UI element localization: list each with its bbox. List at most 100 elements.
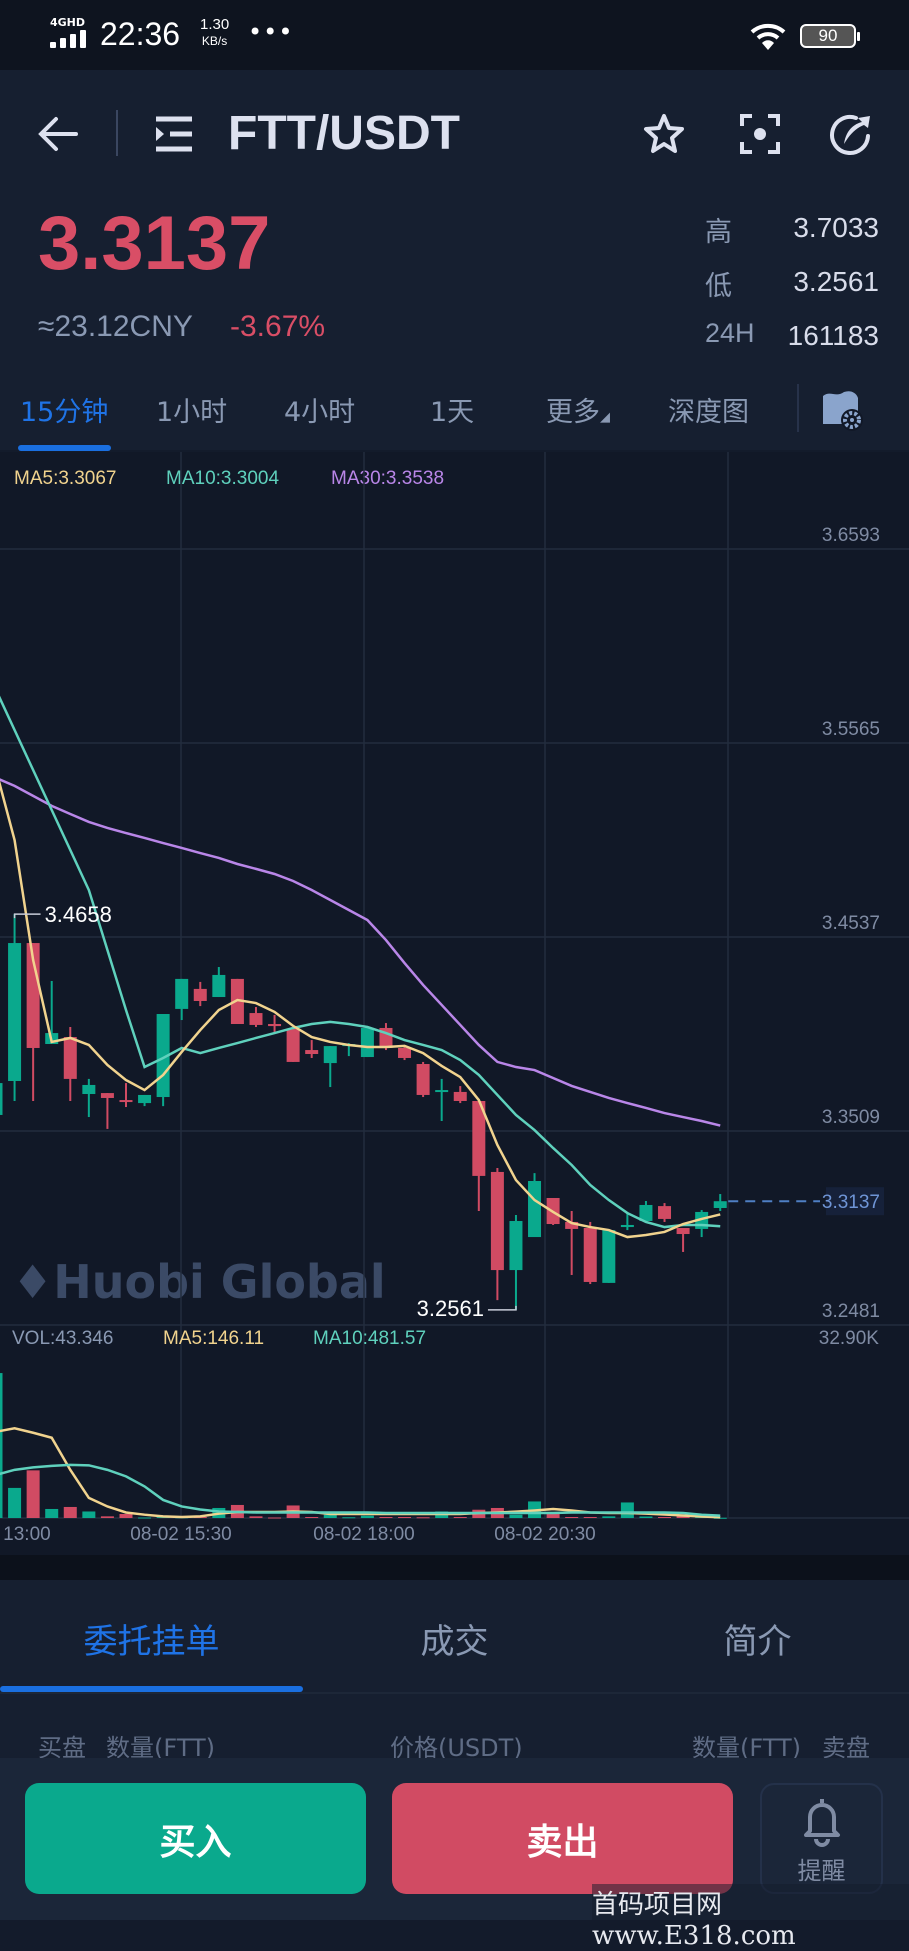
candle-body bbox=[658, 1206, 672, 1219]
volume-bar bbox=[676, 1515, 690, 1518]
tab-15min[interactable]: 15分钟 bbox=[20, 397, 109, 428]
candle bbox=[119, 1083, 133, 1108]
candle-body bbox=[305, 1050, 319, 1055]
price-change: -3.67% bbox=[230, 310, 326, 343]
candle bbox=[695, 1210, 709, 1238]
candle-body bbox=[435, 1090, 449, 1093]
candle bbox=[286, 1027, 300, 1062]
low-label: 低 bbox=[705, 271, 732, 302]
volume-bar bbox=[453, 1516, 467, 1518]
candle-body bbox=[620, 1224, 634, 1228]
volume-bar bbox=[509, 1514, 523, 1518]
cny-price: ≈23.12CNY bbox=[38, 310, 193, 343]
candle-body bbox=[676, 1227, 690, 1235]
candle bbox=[63, 1027, 77, 1101]
candle-body bbox=[212, 974, 226, 998]
volume-bar bbox=[45, 1508, 59, 1518]
volume-bar bbox=[119, 1513, 133, 1518]
pair-title[interactable]: FTT/USDT bbox=[228, 107, 460, 160]
bid-qty-header: 数量(FTT) bbox=[106, 1734, 216, 1762]
tab-more-label: 更多 bbox=[546, 397, 600, 428]
candle bbox=[676, 1227, 690, 1252]
volume-24h-label: 24H bbox=[705, 318, 755, 348]
tab-order-book[interactable]: 委托挂单 bbox=[83, 1622, 220, 1662]
x-tick-label: 08-02 20:30 bbox=[494, 1524, 595, 1545]
candle-body bbox=[193, 988, 207, 1001]
min-marker-line bbox=[487, 1305, 517, 1311]
triangle-down-icon: ◢ bbox=[600, 410, 610, 425]
volume-ma10-line bbox=[0, 1463, 721, 1517]
volume-bar bbox=[658, 1516, 672, 1518]
volume-bar bbox=[8, 1487, 22, 1518]
candle bbox=[435, 1078, 449, 1121]
y-tick-label: 3.2481 bbox=[822, 1301, 880, 1322]
low-value: 3.2561 bbox=[793, 266, 879, 297]
y-tick-label: 3.3509 bbox=[822, 1107, 880, 1128]
back-arrow-icon[interactable] bbox=[36, 114, 80, 154]
volume-bar bbox=[583, 1516, 597, 1518]
candle-body bbox=[175, 978, 189, 1009]
divider bbox=[797, 384, 799, 432]
max-marker-label: 3.4658 bbox=[45, 902, 112, 927]
candle-body bbox=[639, 1204, 653, 1222]
tab-more[interactable]: 更多◢ bbox=[546, 390, 610, 429]
volume-bar bbox=[138, 1517, 152, 1519]
divider bbox=[0, 1692, 909, 1694]
site-watermark: 首码项目网 www.E318.com bbox=[592, 1884, 909, 1951]
alert-label: 提醒 bbox=[797, 1857, 846, 1885]
menu-icon[interactable] bbox=[152, 114, 196, 154]
candle-body bbox=[713, 1201, 727, 1208]
candle bbox=[323, 1046, 337, 1088]
candle-body bbox=[453, 1091, 467, 1101]
candle bbox=[416, 1061, 430, 1098]
volume-bar bbox=[26, 1470, 40, 1518]
candle bbox=[472, 1100, 486, 1212]
volume-bar bbox=[249, 1516, 263, 1518]
volume-bar bbox=[268, 1517, 282, 1519]
share-icon[interactable] bbox=[826, 110, 874, 158]
ma30-legend: MA30:3.3538 bbox=[331, 468, 445, 489]
ask-qty-header: 数量(FTT) bbox=[692, 1734, 802, 1762]
screenshot-icon[interactable] bbox=[738, 112, 782, 156]
tab-4hour[interactable]: 4小时 bbox=[284, 397, 356, 428]
candle bbox=[100, 1093, 114, 1129]
ma5-line bbox=[0, 780, 721, 1239]
candle-body bbox=[565, 1221, 579, 1229]
last-price-tag bbox=[826, 1187, 884, 1216]
tab-intro[interactable]: 简介 bbox=[723, 1622, 792, 1662]
candle bbox=[175, 978, 189, 1021]
volume-bar bbox=[0, 1373, 3, 1518]
candle bbox=[639, 1201, 653, 1222]
y-tick-label: 3.4537 bbox=[822, 913, 880, 934]
price-header: 价格(USDT) bbox=[390, 1734, 523, 1762]
volume-ma5-line bbox=[0, 1426, 721, 1519]
candle bbox=[583, 1221, 597, 1285]
battery-indicator: 90 bbox=[800, 24, 860, 48]
candle-body bbox=[100, 1093, 114, 1098]
sell-button[interactable]: 卖出 bbox=[392, 1783, 733, 1894]
volume-bar bbox=[713, 1517, 727, 1519]
tab-trades[interactable]: 成交 bbox=[420, 1622, 489, 1662]
net-speed: 1.30 KB/s bbox=[200, 16, 229, 50]
buy-button[interactable]: 买入 bbox=[25, 1783, 366, 1894]
candle-body bbox=[398, 1047, 412, 1058]
candle bbox=[0, 1083, 3, 1115]
active-tab-indicator bbox=[18, 445, 111, 451]
high-value: 3.7033 bbox=[793, 212, 879, 243]
star-icon[interactable] bbox=[642, 112, 686, 156]
candle bbox=[398, 1047, 412, 1061]
min-marker-label: 3.2561 bbox=[417, 1296, 484, 1321]
kline-chart[interactable] bbox=[0, 452, 909, 1555]
tab-1hour[interactable]: 1小时 bbox=[156, 397, 228, 428]
tab-depth[interactable]: 深度图 bbox=[668, 397, 749, 428]
alert-button[interactable]: 提醒 bbox=[760, 1783, 883, 1894]
tab-1day[interactable]: 1天 bbox=[430, 397, 475, 428]
candle-body bbox=[0, 1083, 3, 1115]
candle bbox=[268, 1014, 282, 1032]
vol-ma10-legend: MA10:481.57 bbox=[313, 1328, 427, 1349]
candle-body bbox=[138, 1094, 152, 1104]
candle bbox=[658, 1203, 672, 1222]
chart-settings-icon[interactable] bbox=[820, 388, 866, 432]
high-label: 高 bbox=[705, 217, 732, 248]
candle bbox=[528, 1173, 542, 1238]
